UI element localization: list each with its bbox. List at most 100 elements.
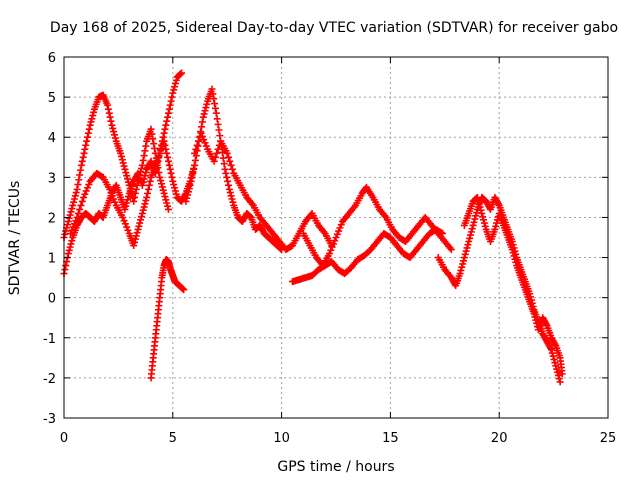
data-point [186, 181, 194, 189]
y-tick-label: 6 [48, 51, 56, 66]
plot-frame [63, 56, 609, 419]
data-point-interp [227, 161, 235, 169]
data-point-interp [68, 226, 76, 234]
data-point-interp [462, 247, 470, 255]
data-point [64, 250, 72, 258]
data-point [82, 141, 90, 149]
data-point-interp [83, 137, 91, 145]
data-point-interp [124, 175, 132, 183]
data-point-interp [171, 184, 179, 192]
series-sat-d [147, 256, 188, 382]
data-point-interp [145, 181, 153, 189]
data-point-interp [87, 118, 95, 126]
x-tick-label: 15 [382, 431, 399, 446]
data-point [77, 161, 85, 169]
data-point-interp [225, 181, 233, 189]
x-axis-label: GPS time / hours [277, 459, 394, 475]
data-point-interp [76, 205, 84, 213]
data-point-interp [70, 220, 78, 228]
data-point-interp [531, 313, 539, 321]
data-point-interp [159, 186, 167, 194]
data-point-interp [80, 149, 88, 157]
data-point-interp [81, 190, 89, 198]
data-point-interp [551, 359, 559, 367]
y-tick-label: 1 [48, 252, 56, 267]
data-point-interp [123, 199, 131, 207]
series-sat-f [191, 129, 336, 254]
data-point-interp [68, 205, 76, 213]
data-point-interp [142, 142, 150, 150]
data-point-interp [222, 169, 230, 177]
data-point-interp [122, 169, 130, 177]
data-point-interp [460, 257, 468, 265]
data-point-interp [162, 121, 170, 129]
data-point-interp [110, 131, 118, 139]
data-point-interp [333, 230, 341, 238]
data-point-interp [532, 316, 540, 324]
data-point [80, 193, 88, 201]
data-point-interp [216, 132, 224, 140]
data-point-interp [124, 196, 132, 204]
data-point-interp [90, 108, 98, 116]
data-point [147, 125, 155, 133]
data-point [491, 225, 499, 233]
data-point-interp [475, 200, 483, 208]
data-point-interp [161, 193, 169, 201]
data-point-interp [458, 263, 466, 271]
data-point [191, 149, 199, 157]
data-point-interp [139, 156, 147, 164]
data-point-interp [141, 172, 149, 180]
data-point-interp [189, 169, 197, 177]
data-point-interp [477, 206, 485, 214]
data-point-interp [209, 90, 217, 98]
data-point-interp [162, 196, 170, 204]
data-point-interp [214, 145, 222, 153]
data-point-interp [164, 202, 172, 210]
data-point-interp [124, 193, 132, 201]
data-point-interp [162, 145, 170, 153]
data-point-interp [71, 192, 79, 200]
data-point-interp [554, 368, 562, 376]
data-point-interp [158, 183, 166, 191]
data-point-interp [84, 133, 92, 141]
data-point-interp [66, 243, 74, 251]
data-point-interp [77, 166, 85, 174]
data-point-interp [549, 352, 557, 360]
data-point [160, 129, 168, 137]
data-point [134, 225, 142, 233]
data-point [199, 113, 207, 121]
data-point-interp [75, 176, 83, 184]
data-point [108, 121, 116, 129]
data-point-interp [187, 177, 195, 185]
data-point-interp [474, 197, 482, 205]
data-point-interp [133, 229, 141, 237]
data-point-interp [492, 222, 500, 230]
data-point-interp [171, 187, 179, 195]
series-sat-a [60, 91, 172, 241]
data-point-interp [146, 177, 154, 185]
data-point [469, 221, 477, 229]
y-tick-label: 3 [48, 171, 56, 186]
data-point-interp [166, 165, 174, 173]
data-point-interp [144, 189, 152, 197]
data-point-interp [137, 213, 145, 221]
data-point-interp [63, 221, 71, 229]
data-point-interp [167, 97, 175, 105]
data-point [164, 109, 172, 117]
data-point-interp [85, 125, 93, 133]
data-point-interp [200, 110, 208, 118]
data-point-interp [227, 192, 235, 200]
data-point [67, 229, 75, 237]
data-point-interp [470, 218, 478, 226]
data-point-interp [140, 175, 148, 183]
data-point [121, 165, 129, 173]
data-point [73, 213, 81, 221]
data-point [143, 193, 151, 201]
data-point-interp [72, 217, 80, 225]
data-point-interp [481, 222, 489, 230]
data-point-interp [201, 107, 209, 115]
data-point-interp [117, 152, 125, 160]
data-point-interp [62, 227, 70, 235]
data-point-interp [200, 136, 208, 144]
data-point-interp [164, 153, 172, 161]
